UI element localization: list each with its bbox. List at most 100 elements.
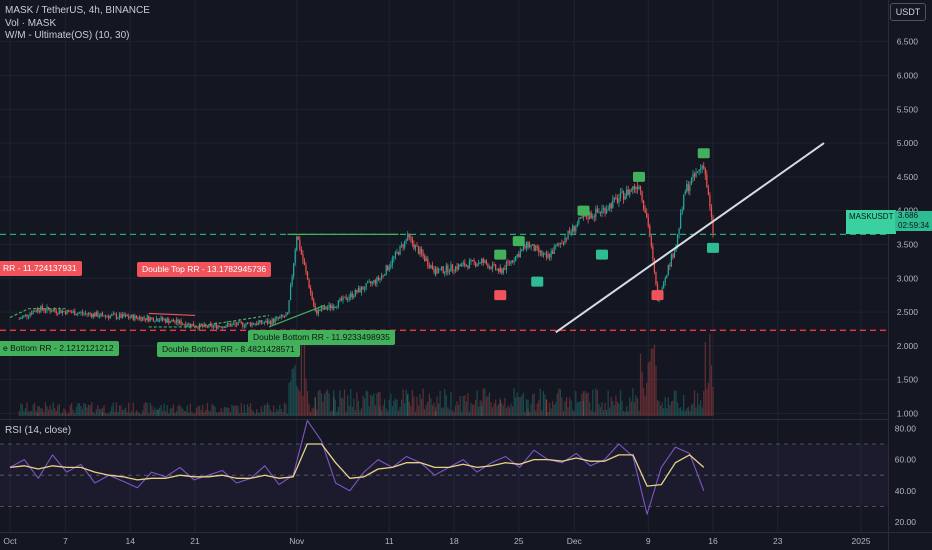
volume-bar: [282, 411, 284, 416]
candle-body: [490, 266, 492, 270]
candle-body: [191, 323, 193, 327]
volume-bar: [639, 353, 642, 416]
candle-body: [229, 324, 232, 327]
pattern-line: [148, 312, 196, 317]
chart-title: MASK / TetherUS, 4h, BINANCE: [5, 5, 150, 16]
volume-bar: [83, 403, 85, 416]
volume-bar: [703, 391, 705, 416]
candle-body: [524, 246, 526, 249]
volume-bar: [293, 368, 295, 416]
volume-bar: [265, 405, 267, 416]
volume-bar: [66, 413, 68, 416]
candle-body: [108, 316, 110, 319]
volume-bar: [331, 410, 333, 416]
candle-body: [695, 172, 697, 177]
volume-bar: [524, 411, 526, 416]
rsi-line: [9, 420, 705, 515]
candle-body: [479, 262, 481, 264]
volume-bar: [137, 411, 139, 416]
candle-body: [268, 321, 270, 324]
candle-body: [345, 296, 347, 300]
last-price-label: MASKUSDT 3.686 02:59:34: [846, 210, 932, 234]
volume-bar: [565, 397, 568, 416]
volume-bar: [411, 389, 413, 416]
volume-bar: [548, 403, 551, 416]
volume-bar: [356, 392, 358, 416]
time-tick-label: 16: [708, 536, 718, 546]
volume-bar: [693, 390, 696, 416]
volume-bar: [199, 406, 201, 416]
volume-bar: [672, 400, 674, 416]
price-tick-label: 4.000: [897, 206, 919, 216]
volume-bar: [78, 403, 80, 416]
candle-body: [265, 320, 267, 323]
volume-bar: [337, 407, 339, 416]
volume-bar: [195, 408, 198, 416]
volume-bar: [77, 403, 79, 416]
volume-bar: [49, 405, 51, 416]
candle-body: [237, 321, 239, 326]
candle-body: [632, 186, 634, 191]
candle-body: [149, 317, 151, 322]
time-tick-label: Oct: [3, 536, 17, 546]
volume-bar: [197, 405, 199, 416]
volume-bar: [71, 402, 73, 416]
candle-body: [331, 306, 333, 309]
volume-bar: [237, 406, 239, 416]
candle-body: [424, 256, 426, 261]
candle-body: [615, 197, 617, 199]
volume-bar: [67, 412, 70, 416]
volume-bar: [98, 409, 101, 416]
candle-body: [277, 317, 279, 319]
volume-bar: [630, 401, 632, 416]
time-tick-label: 18: [449, 536, 459, 546]
candle-body: [666, 274, 668, 279]
annotation-tag: Double Top RR - 13.1782945736: [137, 262, 272, 277]
signal-marker: [697, 148, 710, 159]
candle-body: [573, 225, 575, 232]
candle-body: [385, 265, 387, 276]
volume-bar: [37, 412, 39, 416]
signal-marker: [596, 249, 608, 260]
candle-body: [276, 317, 278, 319]
candle-body: [326, 307, 329, 310]
volume-bar: [700, 400, 702, 416]
volume-bar: [678, 408, 680, 416]
volume-bar: [431, 405, 434, 416]
candle-body: [561, 242, 563, 244]
currency-button[interactable]: USDT: [890, 3, 926, 21]
volume-bar: [596, 390, 598, 416]
volume-bar: [232, 406, 235, 416]
volume-bar: [484, 388, 486, 416]
volume-bar: [545, 399, 548, 416]
candle-body: [46, 307, 48, 311]
candle-body: [27, 316, 30, 317]
candle-body: [30, 313, 33, 315]
volume-bar: [445, 395, 447, 416]
volume-bar: [314, 397, 316, 416]
volume-bar: [686, 408, 688, 416]
candle-body: [64, 311, 67, 315]
candle-body: [649, 225, 651, 237]
candle-body: [146, 316, 148, 321]
candle-body: [145, 318, 147, 321]
volume-bar: [280, 408, 282, 416]
candle-body: [624, 195, 626, 200]
candle-body: [456, 266, 458, 270]
volume-bar: [317, 390, 319, 416]
volume-bar: [632, 388, 634, 416]
volume-bar: [535, 410, 537, 416]
candle-body: [94, 313, 96, 317]
time-tick-label: 7: [63, 536, 68, 546]
volume-bar: [604, 403, 606, 416]
volume-bar: [653, 344, 656, 416]
volume-bar: [681, 410, 683, 416]
volume-bar: [40, 408, 42, 416]
candle-body: [339, 298, 341, 301]
candle-body: [454, 266, 457, 272]
volume-bar: [152, 410, 154, 416]
volume-bar: [121, 409, 124, 416]
candle-body: [692, 173, 694, 179]
volume-bar: [92, 411, 94, 416]
